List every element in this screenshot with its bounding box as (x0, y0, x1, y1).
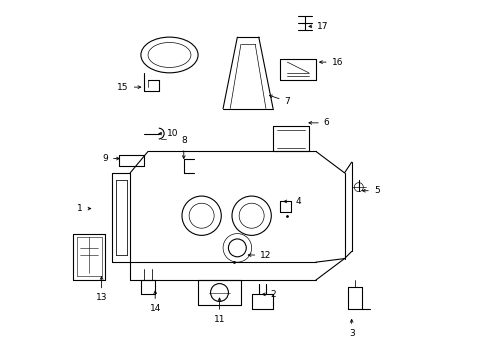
Text: 2: 2 (262, 290, 275, 299)
Text: 1: 1 (77, 204, 91, 213)
Text: 15: 15 (117, 83, 141, 92)
Text: 3: 3 (348, 319, 354, 338)
Text: 10: 10 (159, 129, 179, 138)
Text: 16: 16 (319, 58, 343, 67)
Text: 12: 12 (248, 251, 271, 260)
Text: 8: 8 (181, 136, 186, 158)
Text: 7: 7 (269, 95, 290, 106)
Text: 14: 14 (149, 291, 161, 313)
Text: 11: 11 (213, 298, 225, 324)
Text: 17: 17 (308, 22, 328, 31)
Text: 5: 5 (362, 186, 379, 195)
Text: 9: 9 (102, 154, 119, 163)
Text: 4: 4 (284, 197, 300, 206)
Text: 13: 13 (96, 276, 107, 302)
Text: 6: 6 (308, 118, 329, 127)
